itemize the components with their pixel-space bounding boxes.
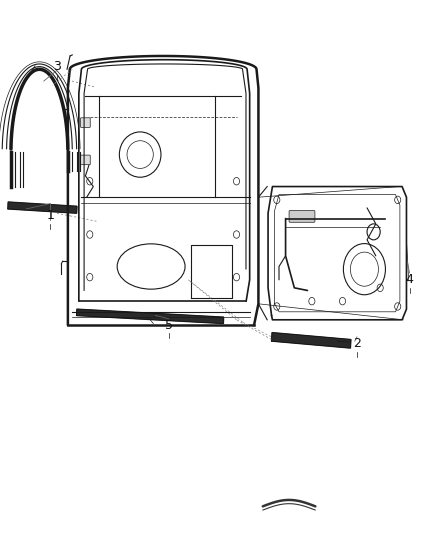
Text: 1: 1 (46, 209, 54, 222)
Text: 4: 4 (406, 273, 413, 286)
Polygon shape (77, 309, 224, 324)
Text: 3: 3 (53, 60, 61, 73)
Text: 2: 2 (353, 337, 361, 350)
Text: 5: 5 (165, 319, 173, 332)
Polygon shape (8, 202, 77, 213)
Polygon shape (272, 333, 351, 348)
FancyBboxPatch shape (289, 211, 315, 222)
FancyBboxPatch shape (81, 155, 90, 165)
FancyBboxPatch shape (81, 118, 90, 127)
